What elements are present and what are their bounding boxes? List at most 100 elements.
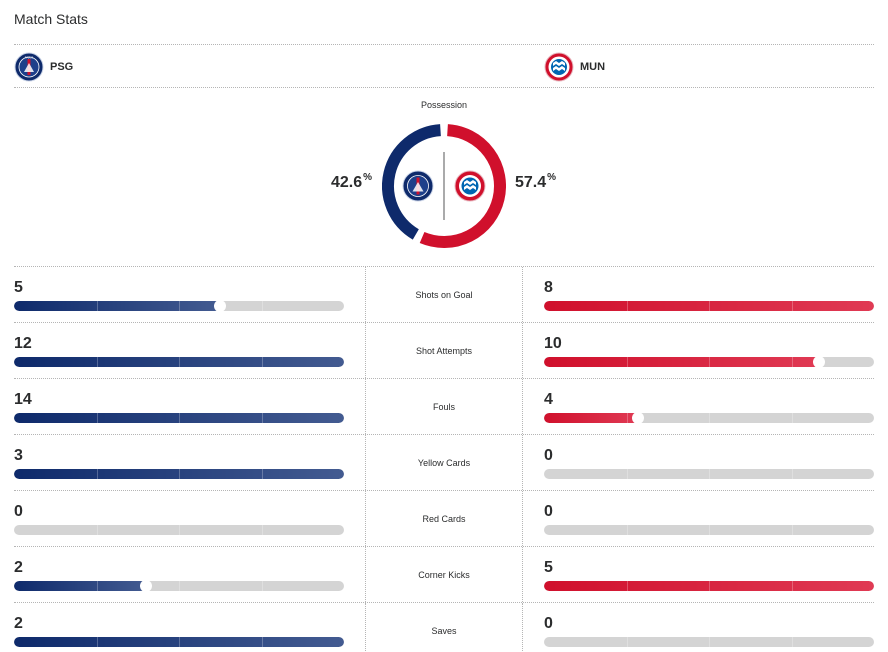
away-stat-bar-track	[544, 637, 874, 647]
stat-label: Fouls	[432, 402, 455, 412]
possession-label: Possession	[420, 100, 468, 110]
home-stat-value: 0	[14, 503, 23, 520]
home-team-abbr: PSG	[50, 61, 74, 73]
bar-segment-divider	[626, 469, 628, 479]
home-stat-value: 2	[14, 559, 23, 576]
bar-segment-divider	[626, 637, 628, 647]
stat-label-cell: Fouls	[365, 379, 523, 434]
away-possession-arc	[419, 124, 506, 248]
home-stat-bar-track	[14, 637, 344, 647]
away-stat-bar-fill	[544, 413, 639, 423]
bar-segment-divider	[96, 581, 98, 591]
away-possession-unit: %	[547, 172, 557, 183]
bar-segment-divider	[626, 301, 628, 311]
bar-segment-divider	[791, 469, 793, 479]
bar-segment-divider	[626, 525, 628, 535]
stat-label: Shot Attempts	[415, 346, 473, 356]
home-stat-value: 12	[14, 335, 32, 352]
bar-segment-divider	[179, 581, 180, 591]
bar-segment-divider	[791, 637, 793, 647]
bar-segment-divider	[709, 637, 710, 647]
stat-row: 3 0 Yellow Cards	[14, 435, 874, 491]
bar-segment-divider	[626, 357, 628, 367]
home-possession-unit: %	[363, 172, 372, 183]
away-stat-value: 8	[544, 279, 553, 296]
stat-row: 12 10 Shot Attempts	[14, 323, 874, 379]
away-stat-value: 0	[544, 615, 553, 632]
page-title: Match Stats	[14, 11, 88, 27]
home-stat-value: 3	[14, 447, 23, 464]
home-stat-bar-fill	[14, 637, 344, 647]
bayern-crest-icon	[454, 170, 486, 202]
bar-segment-divider	[96, 525, 98, 535]
bar-segment-divider	[179, 413, 180, 423]
bar-segment-divider	[709, 469, 710, 479]
stat-label: Saves	[431, 626, 457, 636]
away-possession-value: 57.4%	[515, 172, 557, 192]
bar-segment-divider	[791, 301, 793, 311]
home-stat-value: 14	[14, 391, 32, 408]
home-stat-bar-fill	[14, 469, 344, 479]
bar-segment-divider	[261, 525, 263, 535]
stat-label-cell: Corner Kicks	[365, 547, 523, 602]
bar-segment-divider	[791, 357, 793, 367]
away-stat-value: 4	[544, 391, 553, 408]
bar-segment-divider	[626, 413, 628, 423]
away-stat-bar-fill	[544, 357, 819, 367]
stat-label-cell: Shot Attempts	[365, 323, 523, 378]
bar-segment-divider	[179, 301, 180, 311]
away-stat-bar-track	[544, 525, 874, 535]
home-stat-bar-track	[14, 581, 344, 591]
away-stat-bar-fill	[544, 581, 874, 591]
svg-text:PARIS: PARIS	[25, 56, 34, 60]
bar-segment-divider	[96, 469, 98, 479]
home-team[interactable]: PARIS PSG	[14, 52, 73, 82]
bar-segment-divider	[791, 581, 793, 591]
home-possession-number: 42.6	[330, 174, 363, 191]
away-stat-bar-end	[813, 357, 824, 367]
stat-label-cell: Yellow Cards	[365, 435, 523, 490]
bar-segment-divider	[261, 301, 263, 311]
home-stat-bar-fill	[14, 301, 221, 311]
home-stat-bar-track	[14, 413, 344, 423]
away-possession-number: 57.4	[515, 174, 547, 191]
home-stat-value: 2	[14, 615, 23, 632]
stat-row: 2 5 Corner Kicks	[14, 547, 874, 603]
bar-segment-divider	[709, 525, 710, 535]
away-team-abbr: MUN	[580, 61, 606, 73]
away-stat-bar-track	[544, 301, 874, 311]
bar-segment-divider	[96, 357, 98, 367]
bar-segment-divider	[261, 357, 263, 367]
away-stat-bar-fill	[544, 301, 874, 311]
stats-table: 5 8 Shots on Goal 12 10 Shot Attempts 14 4 Fouls…	[14, 266, 874, 652]
bar-segment-divider	[96, 413, 98, 423]
home-stat-bar-track	[14, 469, 344, 479]
bar-segment-divider	[791, 525, 793, 535]
away-stat-bar-track	[544, 581, 874, 591]
away-team[interactable]: MUN	[544, 52, 605, 82]
stat-row: 0 0 Red Cards	[14, 491, 874, 547]
bar-segment-divider	[96, 637, 98, 647]
stat-label: Corner Kicks	[418, 570, 470, 580]
away-stat-value: 0	[544, 503, 553, 520]
teams-header: PARIS PSG MUN	[14, 44, 874, 88]
bar-segment-divider	[709, 581, 710, 591]
stat-row: 2 0 Saves	[14, 603, 874, 652]
stat-label-cell: Saves	[365, 603, 523, 652]
bar-segment-divider	[261, 581, 263, 591]
bar-segment-divider	[261, 637, 263, 647]
home-possession-value: 42.6%	[330, 172, 372, 192]
bayern-crest-icon	[544, 52, 574, 82]
bar-segment-divider	[261, 469, 263, 479]
away-stat-bar-end	[633, 413, 644, 423]
away-stat-value: 5	[544, 559, 553, 576]
away-stat-bar-track	[544, 413, 874, 423]
stat-label-cell: Red Cards	[365, 491, 523, 546]
possession-section: Possession 42.6% 57.4%	[0, 88, 888, 266]
stat-row: 5 8 Shots on Goal	[14, 267, 874, 323]
bar-segment-divider	[179, 469, 180, 479]
bar-segment-divider	[179, 637, 180, 647]
away-stat-value: 10	[544, 335, 562, 352]
bar-segment-divider	[179, 357, 180, 367]
home-stat-bar-fill	[14, 413, 344, 423]
